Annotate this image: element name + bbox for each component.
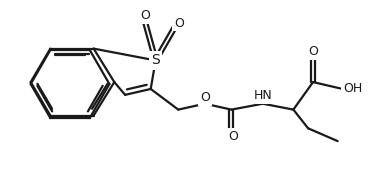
Text: O: O	[200, 91, 210, 104]
Text: OH: OH	[343, 82, 362, 95]
Text: O: O	[308, 45, 318, 58]
Text: HN: HN	[253, 89, 272, 102]
Text: O: O	[140, 9, 150, 22]
Text: O: O	[229, 130, 238, 143]
Text: S: S	[151, 53, 160, 67]
Text: O: O	[174, 17, 184, 30]
